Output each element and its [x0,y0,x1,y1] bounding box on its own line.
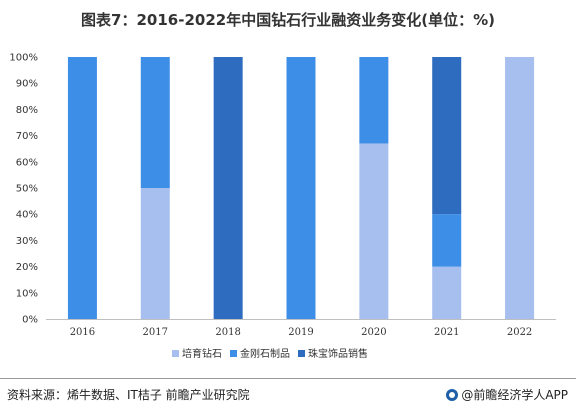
y-tick-label: 70% [16,131,38,142]
legend-label: 培育钻石 [182,347,222,360]
y-tick-label: 50% [16,184,38,195]
bars [67,57,535,319]
bar-segment [432,57,462,215]
bar-segment [213,57,243,319]
y-axis: 0% 10% 20% 30% 40% 50% 60% 70% 80% 90% 100% [9,53,38,326]
brand-text: @前瞻经济学人APP [461,388,568,402]
y-tick-label: 20% [16,262,38,273]
legend: 培育钻石 金刚石制品 珠宝饰品销售 [172,347,368,360]
brand-credit: @前瞻经济学人APP [446,386,568,403]
bar-segment [359,143,389,319]
x-tick-label: 2020 [361,327,386,338]
y-tick-label: 0% [22,315,38,326]
y-tick-label: 30% [16,236,38,247]
legend-swatch [298,350,305,357]
bar-segment [67,57,97,319]
y-tick-label: 80% [16,105,38,116]
x-tick-label: 2022 [507,327,532,338]
x-tick-label: 2017 [143,327,168,338]
x-tick-label: 2019 [288,327,313,338]
bar-segment [140,57,170,188]
legend-label: 珠宝饰品销售 [308,347,368,360]
footer-divider [0,378,576,379]
bar-segment [140,188,170,319]
y-tick-label: 40% [16,210,38,221]
brand-logo-icon [446,388,459,401]
y-tick-label: 60% [16,157,38,168]
source-note: 资料来源：烯牛数据、IT桔子 前瞻产业研究院 [7,388,250,402]
bar-segment [505,57,535,319]
x-axis: 2016 2017 2018 2019 2020 2021 2022 [46,319,556,338]
x-tick-label: 2018 [215,327,240,338]
legend-swatch [230,350,237,357]
legend-label: 金刚石制品 [240,347,290,360]
y-tick-label: 90% [16,79,38,90]
bar-segment [359,57,389,144]
y-tick-label: 100% [9,53,38,64]
bar-segment [432,214,462,267]
y-tick-label: 10% [16,288,38,299]
bar-segment [432,266,462,319]
legend-swatch [172,350,179,357]
bar-segment [286,57,316,319]
x-tick-label: 2021 [434,327,459,338]
stacked-bar-chart: 0%10%20%30%40%50%60%70%80%90%100% 2016 20… [9,53,556,360]
x-tick-label: 2016 [70,327,95,338]
chart-title: 图表7：2016-2022年中国钻石行业融资业务变化(单位：%) [81,11,495,29]
